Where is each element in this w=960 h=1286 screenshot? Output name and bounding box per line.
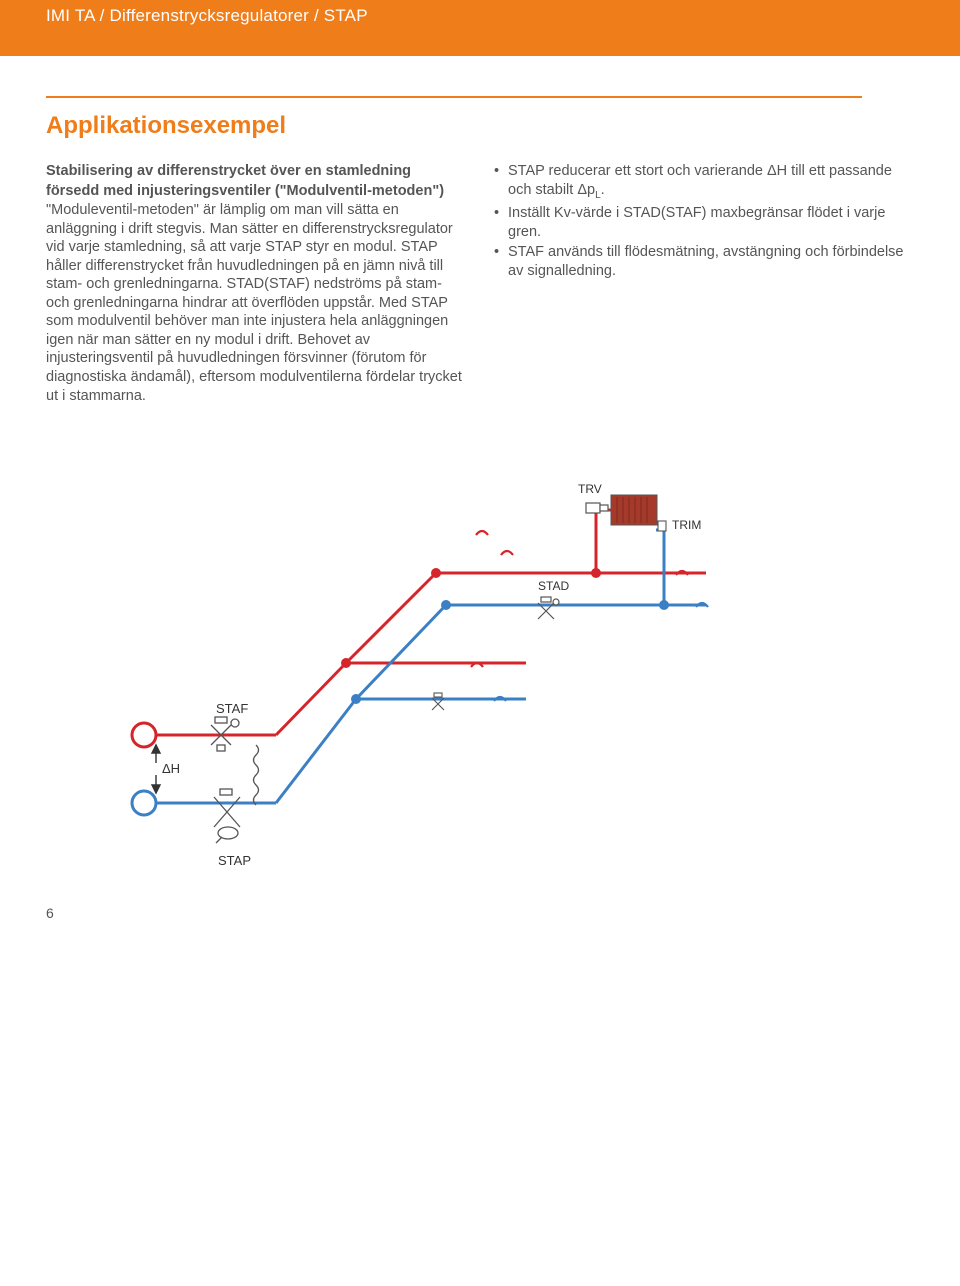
label-stad: STAD <box>538 579 569 593</box>
bullet-item: Inställt Kv-värde i STAD(STAF) maxbegrän… <box>494 204 914 241</box>
sub-heading-line1: Stabilisering av differenstrycket över e… <box>46 162 466 181</box>
breadcrumb: IMI TA / Differenstrycksregulatorer / ST… <box>46 6 960 26</box>
sub-heading-line2: försedd med injusteringsventiler ("Modul… <box>46 182 466 201</box>
label-stap: STAP <box>218 853 251 868</box>
label-dh: ΔH <box>162 761 180 776</box>
bullet-list: STAP reducerar ett stort och varierande … <box>494 162 914 280</box>
bullet-item: STAP reducerar ett stort och varierande … <box>494 162 914 202</box>
header-band: IMI TA / Differenstrycksregulatorer / ST… <box>0 0 960 56</box>
bullet-text: STAP reducerar ett stort och varierande … <box>508 163 892 198</box>
body-text: "Moduleventil-metoden" är lämplig om man… <box>46 201 466 405</box>
bullet-item: STAF används till flödesmätning, avstäng… <box>494 243 914 280</box>
piping-diagram: ΔH STAF STAP STAD <box>46 445 862 915</box>
label-staf: STAF <box>216 701 248 716</box>
right-column: STAP reducerar ett stort och varierande … <box>494 162 914 405</box>
two-column-layout: Stabilisering av differenstrycket över e… <box>46 162 914 405</box>
label-trv: TRV <box>578 482 602 496</box>
left-column: Stabilisering av differenstrycket över e… <box>46 162 466 405</box>
label-trim: TRIM <box>672 518 701 532</box>
bullet-text-end: . <box>601 182 605 198</box>
rule <box>46 96 862 98</box>
page-number: 6 <box>46 905 54 921</box>
section-title: Applikationsexempel <box>46 112 914 140</box>
page-content: Applikationsexempel Stabilisering av dif… <box>0 56 960 935</box>
